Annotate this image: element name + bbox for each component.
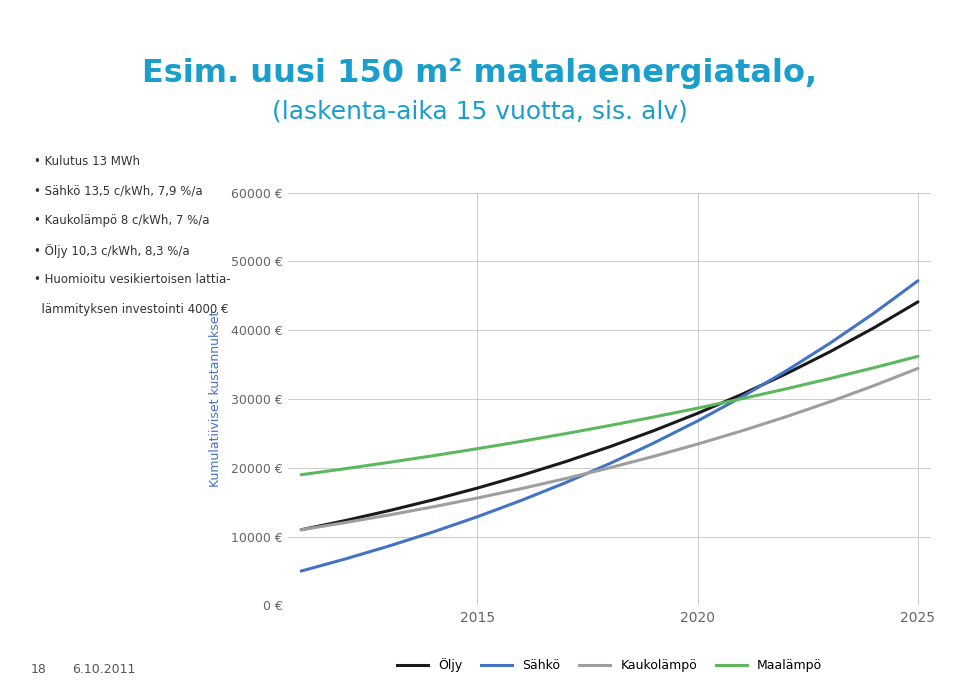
Sähkö (516, 496, 527, 504)
Öljy (736, 390, 748, 398)
Öljy (340, 517, 351, 525)
Maalämpö (340, 464, 351, 473)
Y-axis label: Kumulatiiviset kustannukset: Kumulatiiviset kustannukset (209, 311, 222, 487)
Öljy (692, 409, 704, 418)
Text: Esim. uusi 150 m² matalaenergiatalo,: Esim. uusi 150 m² matalaenergiatalo, (142, 58, 818, 89)
Kaukolämpö (471, 494, 483, 502)
Sähkö (296, 567, 307, 575)
Maalämpö (516, 437, 527, 445)
Kaukolämpö (340, 519, 351, 527)
Kaukolämpö (692, 440, 704, 448)
Kaukolämpö (868, 382, 879, 390)
Text: 18: 18 (31, 663, 47, 676)
Öljy (296, 526, 307, 534)
Öljy (912, 298, 924, 306)
Maalämpö (736, 395, 748, 403)
Maalämpö (868, 363, 879, 372)
Sähkö (427, 528, 439, 536)
Kaukolämpö (296, 526, 307, 534)
Sähkö (648, 439, 660, 447)
Öljy (471, 484, 483, 492)
Kaukolämpö (384, 510, 396, 519)
Kaukolämpö (604, 464, 615, 472)
Sähkö (604, 460, 615, 468)
Sähkö (384, 542, 396, 550)
Sähkö (912, 277, 924, 285)
Maalämpö (427, 451, 439, 460)
Maalämpö (384, 458, 396, 466)
Kaukolämpö (427, 503, 439, 511)
Line: Öljy: Öljy (301, 302, 918, 530)
Line: Sähkö: Sähkö (301, 281, 918, 571)
Maalämpö (912, 352, 924, 361)
Text: • Sähkö 13,5 c/kWh, 7,9 %/a: • Sähkö 13,5 c/kWh, 7,9 %/a (34, 184, 203, 197)
Legend: Öljy, Sähkö, Kaukolämpö, Maalämpö: Öljy, Sähkö, Kaukolämpö, Maalämpö (392, 653, 828, 677)
Maalämpö (471, 444, 483, 453)
Sähkö (560, 479, 571, 487)
Kaukolämpö (912, 364, 924, 372)
Maalämpö (296, 471, 307, 479)
Öljy (780, 370, 792, 378)
Öljy (648, 427, 660, 435)
Öljy (560, 458, 571, 466)
Maalämpö (604, 422, 615, 430)
Text: lämmityksen investointi 4000 €: lämmityksen investointi 4000 € (34, 303, 228, 316)
Öljy (516, 471, 527, 480)
Text: • Huomioitu vesikiertoisen lattia-: • Huomioitu vesikiertoisen lattia- (34, 273, 230, 286)
Sähkö (736, 393, 748, 401)
Maalämpö (780, 385, 792, 393)
Sähkö (824, 339, 835, 347)
Kaukolämpö (648, 452, 660, 460)
Öljy (824, 347, 835, 356)
Text: (laskenta-aika 15 vuotta, sis. alv): (laskenta-aika 15 vuotta, sis. alv) (272, 100, 688, 124)
Text: • Kulutus 13 MWh: • Kulutus 13 MWh (34, 155, 139, 168)
Maalämpö (824, 374, 835, 383)
Kaukolämpö (516, 484, 527, 493)
Sähkö (868, 309, 879, 317)
Kaukolämpö (736, 427, 748, 435)
Kaukolämpö (824, 398, 835, 406)
Line: Kaukolämpö: Kaukolämpö (301, 368, 918, 530)
Kaukolämpö (780, 413, 792, 421)
Sähkö (692, 417, 704, 425)
Maalämpö (560, 429, 571, 438)
Text: • Öljy 10,3 c/kWh, 8,3 %/a: • Öljy 10,3 c/kWh, 8,3 %/a (34, 244, 189, 257)
Text: 6.10.2011: 6.10.2011 (72, 663, 135, 676)
Text: • Kaukolämpö 8 c/kWh, 7 %/a: • Kaukolämpö 8 c/kWh, 7 %/a (34, 214, 209, 227)
Öljy (604, 442, 615, 451)
Öljy (427, 495, 439, 504)
Maalämpö (692, 404, 704, 412)
Line: Maalämpö: Maalämpö (301, 356, 918, 475)
Maalämpö (648, 413, 660, 421)
Kaukolämpö (560, 475, 571, 483)
Sähkö (340, 555, 351, 563)
Öljy (384, 506, 396, 515)
Öljy (868, 323, 879, 332)
Sähkö (780, 367, 792, 375)
Sähkö (471, 513, 483, 521)
